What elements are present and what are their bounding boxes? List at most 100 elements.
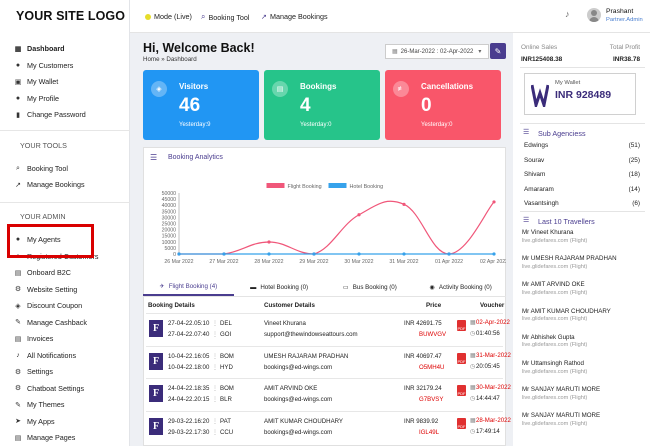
sidebar-item-label: Website Setting <box>27 284 78 294</box>
stat-card-visitors[interactable]: ◈ Visitors 46 Yesterday:9 <box>143 70 259 140</box>
pdf-voucher-icon[interactable]: PDF <box>457 385 466 396</box>
airline-logo-icon: F <box>149 385 163 402</box>
agency-count: (6) <box>632 200 640 207</box>
data-point-1-4 <box>357 252 361 256</box>
traveller-name[interactable]: Mr Abhishek Gupta <box>522 333 575 341</box>
sidebar-item-manage-pages[interactable]: ▤ Manage Pages <box>14 431 76 444</box>
traveller-name[interactable]: Mr SANJAY MARUTI MORE <box>522 412 601 420</box>
tabs-divider <box>143 296 506 297</box>
table-row[interactable]: F 10-04-22.16:05 10-04-22.18:00 ⋮ ⋮ BOM HYD UME… <box>146 345 511 376</box>
sidebar-item-my-apps[interactable]: ➤ My Apps <box>14 415 55 428</box>
arrival-time: 24-04-22.20:15 <box>168 396 210 403</box>
page-icon: ▤ <box>14 434 22 442</box>
sidebar-item-onboard-b2c[interactable]: ▤ Onboard B2C <box>14 266 71 279</box>
data-point-0-2 <box>267 240 271 244</box>
pdf-voucher-icon[interactable]: PDF <box>457 417 466 429</box>
manage-bookings-link[interactable]: ↗ Manage Bookings <box>261 12 328 21</box>
data-point-0-4 <box>357 213 361 217</box>
agency-name[interactable]: Sourav <box>524 156 545 164</box>
tab-bus-booking[interactable]: ▭ Bus Booking (0) <box>325 278 416 296</box>
y-tick-label: 5000 <box>164 246 176 252</box>
calendar-icon: ▦ <box>470 319 476 326</box>
site-logo[interactable]: YOUR SITE LOGO <box>16 9 126 23</box>
total-profit-value: INR38.78 <box>613 56 640 63</box>
pdf-voucher-icon[interactable]: PDF <box>457 352 466 364</box>
agency-name[interactable]: Vasantsingh <box>524 200 559 207</box>
avatar[interactable] <box>587 8 601 22</box>
cancel-icon: ≢ <box>393 81 409 97</box>
sidebar-item-manage-bookings[interactable]: ↗ Manage Bookings <box>14 178 84 191</box>
table-row[interactable]: F 27-04-22.05:10 27-04-22.07:40 ⋮ ⋮ DEL GOI Vin… <box>146 313 510 343</box>
table-row[interactable]: F 24-04-22.18:35 24-04-22.20:15 ⋮ ⋮ BOM BLR AMI… <box>146 378 511 408</box>
tab-flight-booking[interactable]: ✈ Flight Booking (4) <box>143 278 234 296</box>
data-point-1-6 <box>447 252 451 256</box>
sidebar-item-chatboat-settings[interactable]: ⚙ Chatboat Settings <box>14 382 84 395</box>
card-title: Cancellations <box>421 82 474 91</box>
booking-price: INR 40697.47 <box>404 352 442 360</box>
user-name[interactable]: Prashant <box>606 8 634 15</box>
tab-hotel-booking[interactable]: ▬ Hotel Booking (0) <box>234 278 325 296</box>
airline-logo-icon: F <box>149 417 163 435</box>
sidebar-item-booking-tool[interactable]: ⌕ Booking Tool <box>14 162 68 175</box>
traveller-name[interactable]: Mr AMIT ARVIND OKE <box>522 281 585 289</box>
sidebar-item-my-agents[interactable]: ● My Agents <box>14 233 61 246</box>
right-divider <box>520 211 645 212</box>
breadcrumb[interactable]: Home » Dashboard <box>143 56 197 63</box>
chart-icon: ↗ <box>261 12 268 21</box>
stat-card-cancellations[interactable]: ≢ Cancellations 0 Yesterday:0 <box>385 70 501 140</box>
invoice-icon: ▤ <box>14 335 22 343</box>
sidebar-item-label: My Profile <box>27 93 59 103</box>
sidebar-item-my-customers[interactable]: ● My Customers <box>14 59 73 72</box>
sidebar-item-label: My Agents <box>27 235 61 244</box>
pdf-voucher-icon[interactable]: PDF <box>457 320 466 331</box>
traveller-name[interactable]: Mr Vineet Khurana <box>522 229 574 236</box>
sidebar-item-all-notifications[interactable]: ♪ All Notifications <box>14 349 76 362</box>
table-row[interactable]: F 29-03-22.16:20 29-03-22.17:30 ⋮ ⋮ PAT CCU AMI… <box>146 410 511 441</box>
sidebar-item-discount-coupon[interactable]: ◈ Discount Coupon <box>14 299 82 312</box>
agency-name[interactable]: Edwings <box>524 142 549 149</box>
total-profit-label: Total Profit <box>609 44 640 51</box>
tab-label: Flight Booking (4) <box>168 282 218 290</box>
mode-toggle[interactable]: Mode (Live) <box>145 12 192 21</box>
traveller-name[interactable]: Mr Uttamsingh Rathod <box>522 360 584 367</box>
destination-pin-icon: ⋮ <box>212 331 219 338</box>
sidebar-item-my-wallet[interactable]: ▣ My Wallet <box>14 75 59 88</box>
origin-code: PAT <box>220 417 231 425</box>
stat-card-bookings[interactable]: ▤ Bookings 4 Yesterday:0 <box>264 70 380 140</box>
origin-pin-icon: ⋮ <box>212 352 219 360</box>
sidebar-item-label: Booking Tool <box>27 164 69 173</box>
series-line-0 <box>178 200 495 255</box>
section-title-tools: YOUR TOOLS <box>20 141 67 150</box>
camera-icon: ◉ <box>429 283 435 291</box>
y-tick-label: 20000 <box>162 228 177 234</box>
booking-tool-link[interactable]: ⌕ Booking Tool <box>201 12 250 22</box>
x-tick-label: 01 Apr 2022 <box>435 259 463 265</box>
sidebar-item-dashboard[interactable]: ▦ Dashboard <box>14 42 65 55</box>
plane-icon: ✈ <box>159 282 165 290</box>
legend-swatch-0 <box>266 183 285 188</box>
agency-name[interactable]: Amararam <box>524 185 554 193</box>
tab-activity-booking[interactable]: ◉ Activity Booking (0) <box>415 278 506 296</box>
sidebar-item-my-themes[interactable]: ✎ My Themes <box>14 398 64 411</box>
calendar-icon: ▦ <box>392 49 398 55</box>
wallet-icon: ▣ <box>14 78 22 86</box>
date-range-picker[interactable]: ▦ 26-Mar-2022 : 02-Apr-2022 ▾ <box>385 44 489 59</box>
traveller-name[interactable]: Mr UMESH RAJARAM PRADHAN <box>522 255 617 263</box>
bell-icon[interactable]: ♪ <box>565 9 570 19</box>
sidebar-item-manage-cashback[interactable]: ✎ Manage Cashback <box>14 316 87 329</box>
sidebar-item-change-password[interactable]: ▮ Change Password <box>14 108 86 121</box>
sidebar-item-invoices[interactable]: ▤ Invoices <box>14 332 54 345</box>
wallet-card[interactable]: My Wallet INR 928489 <box>524 73 636 115</box>
sidebar-item-my-profile[interactable]: ● My Profile <box>14 92 59 105</box>
traveller-name[interactable]: Mr SANJAY MARUTI MORE <box>522 386 601 394</box>
agency-name[interactable]: Shivam <box>524 171 546 178</box>
sidebar-item-settings[interactable]: ⚙ Settings <box>14 365 53 378</box>
traveller-source: live.glidefares.com (Flight) <box>522 394 588 401</box>
sidebar-item-website-setting[interactable]: ⚙ Website Setting <box>14 283 77 296</box>
booking-price: INR 9839.92 <box>404 417 439 425</box>
edit-date-button[interactable]: ✎ <box>490 43 506 59</box>
legend-label: Hotel Booking <box>350 184 384 190</box>
traveller-name[interactable]: Mr AMIT KUMAR CHOUDHARY <box>522 307 611 315</box>
data-point-1-0 <box>177 252 181 256</box>
arrival-time: 29-03-22.17:30 <box>168 428 210 436</box>
